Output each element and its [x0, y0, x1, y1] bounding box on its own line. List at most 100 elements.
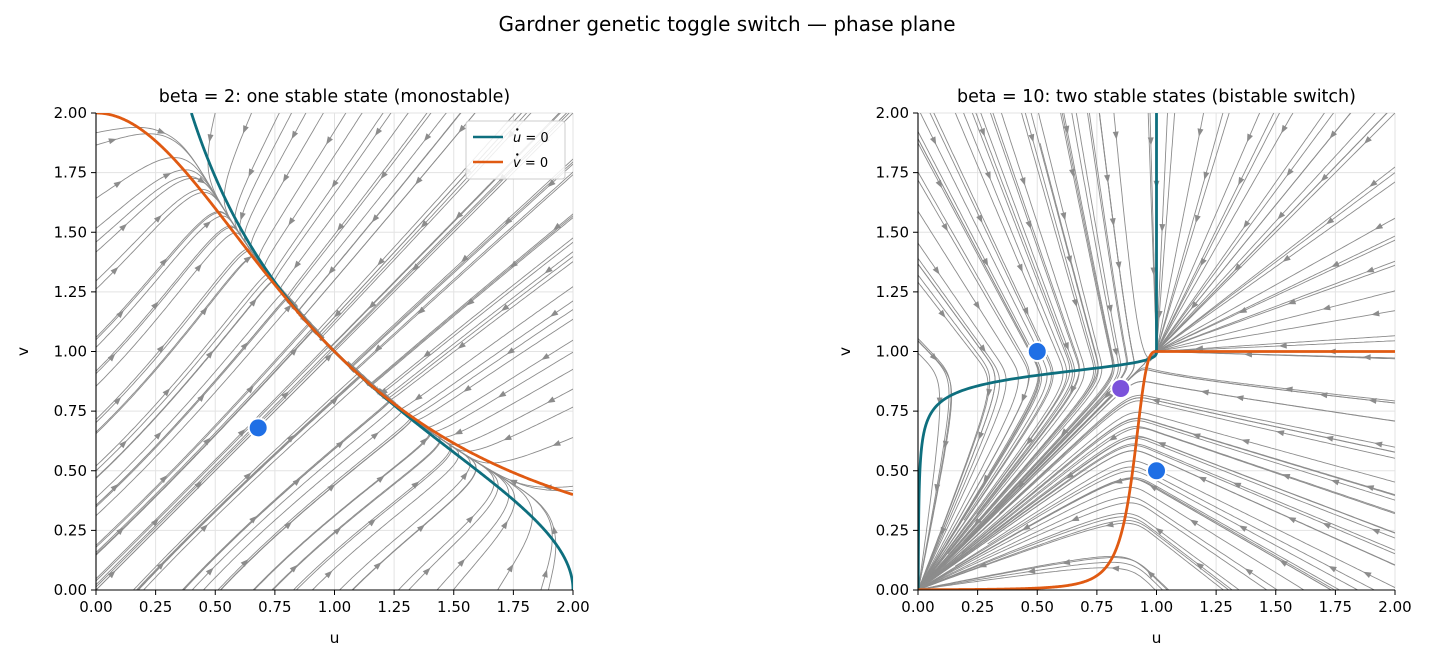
streamline-arrow	[506, 564, 514, 573]
streamline-arrow	[1104, 390, 1112, 399]
streamline-arrow	[466, 515, 474, 524]
streamline-arrow	[243, 472, 252, 481]
streamline-arrow	[293, 260, 302, 269]
streamline-arrow	[414, 393, 423, 401]
y-axis-label-right: v	[836, 347, 854, 356]
streamline-arrow	[324, 353, 333, 362]
streamline-arrow	[553, 222, 562, 231]
streamline-arrow	[159, 258, 168, 267]
streamline-arrow	[1106, 304, 1113, 314]
streamline	[361, 375, 533, 590]
streamline-arrow	[1365, 266, 1375, 273]
streamline-arrow	[375, 127, 383, 136]
x-tick-label: 1.00	[1140, 598, 1173, 616]
streamline	[96, 347, 333, 586]
streamline	[961, 420, 1395, 554]
streamline-arrow	[200, 524, 208, 533]
streamline-arrow	[1365, 485, 1375, 492]
streamline-arrow	[116, 527, 125, 535]
streamline	[301, 113, 476, 327]
streamline	[350, 163, 573, 369]
streamline-arrow	[1111, 565, 1120, 572]
y-tick-label: 2.00	[54, 104, 87, 122]
streamline	[357, 215, 573, 387]
x-tick-label: 1.25	[377, 598, 410, 616]
streamline	[918, 137, 1041, 590]
streamline-arrow	[367, 518, 376, 527]
streamline	[351, 237, 573, 394]
y-tick-label: 0.50	[54, 462, 87, 480]
streamline	[918, 352, 941, 590]
streamline-arrow	[550, 309, 559, 317]
streamline	[918, 555, 1169, 590]
x-tick-label: 1.00	[318, 598, 351, 616]
streamline	[1156, 260, 1395, 353]
streamline	[1156, 113, 1335, 352]
streamline-arrow	[978, 431, 985, 441]
streamline-arrow	[416, 524, 425, 533]
streamline-arrow	[1061, 559, 1071, 566]
streamline-arrow	[1243, 220, 1251, 229]
streamline-arrow	[1328, 565, 1337, 573]
y-tick-label: 1.75	[54, 164, 87, 182]
streamline-arrow	[929, 136, 937, 145]
legend-v-rest: = 0	[521, 156, 548, 171]
streamline-arrow	[205, 567, 214, 576]
streamline-arrow	[984, 171, 991, 180]
streamline	[1155, 166, 1395, 353]
streamline-arrow	[153, 215, 162, 223]
streamline	[918, 340, 950, 590]
streamline-arrow	[1238, 525, 1248, 532]
ticks-right: 0.000.00 0.25 0.25 0.50 0.50 0.75 0.75 1.00 1.00…	[876, 104, 1412, 616]
streamline	[918, 113, 1064, 590]
fixed-points-right	[1026, 341, 1167, 482]
streamline-arrow	[420, 220, 429, 228]
streamline-arrow	[457, 558, 466, 567]
y-tick-label: 1.25	[876, 283, 909, 301]
x-tick-label: 0.00	[901, 598, 934, 616]
streamline-arrow	[509, 260, 518, 268]
streamline	[219, 368, 413, 590]
streamline-arrow	[1200, 389, 1210, 396]
streamline	[918, 512, 1240, 590]
streamline-arrow	[156, 344, 165, 353]
streamline-arrow	[454, 428, 463, 435]
streamline-arrow	[1331, 260, 1340, 267]
streamline	[963, 113, 1114, 542]
streamline-arrow	[457, 341, 466, 349]
streamline	[357, 372, 573, 492]
streamline-arrow	[203, 221, 212, 229]
streamline-arrow	[1287, 517, 1297, 524]
streamline-arrow	[1364, 136, 1372, 144]
streamline	[1155, 113, 1275, 354]
streamline-arrow	[246, 385, 254, 394]
streamline-arrow	[113, 396, 122, 405]
streamline-arrow	[1112, 347, 1119, 357]
streamline-arrow	[380, 170, 388, 180]
x-tick-label: 1.50	[437, 598, 470, 616]
streamline	[920, 426, 1395, 589]
stable-fixed-point	[247, 417, 269, 439]
streamline	[918, 113, 1114, 590]
streamline	[96, 327, 318, 554]
streamline-arrow	[1071, 298, 1078, 308]
streamline	[1154, 239, 1395, 353]
streamline-arrow	[981, 257, 989, 267]
streamline-arrow	[500, 520, 508, 530]
streamline-arrow	[153, 431, 162, 440]
fixed-points-left	[247, 417, 269, 439]
legend: u = 0 v = 0	[465, 120, 566, 180]
streamline	[998, 394, 1395, 514]
streamline-arrow	[327, 484, 336, 492]
streamline-arrow	[466, 298, 475, 306]
legend-label-v: v = 0	[513, 156, 548, 171]
streamline-arrow	[1203, 171, 1210, 181]
streamline	[359, 213, 573, 386]
streamline-arrow	[108, 138, 117, 145]
streamline-arrow	[249, 298, 257, 307]
streamline	[1154, 113, 1376, 354]
panel-left: beta = 2: one stable state (monostable) …	[14, 87, 590, 647]
streamline-arrow	[116, 310, 124, 319]
streamline	[989, 417, 1395, 530]
